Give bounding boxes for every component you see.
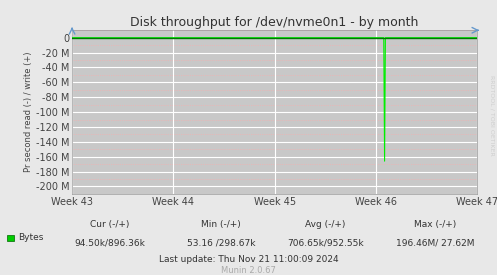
Text: Bytes: Bytes — [18, 233, 44, 242]
Text: 94.50k/896.36k: 94.50k/896.36k — [74, 239, 145, 248]
Text: RRDTOOL / TOBI OETIKER: RRDTOOL / TOBI OETIKER — [490, 75, 495, 156]
Text: 196.46M/ 27.62M: 196.46M/ 27.62M — [396, 239, 474, 248]
Text: 706.65k/952.55k: 706.65k/952.55k — [287, 239, 364, 248]
Title: Disk throughput for /dev/nvme0n1 - by month: Disk throughput for /dev/nvme0n1 - by mo… — [130, 16, 419, 29]
Text: Max (-/+): Max (-/+) — [414, 220, 456, 229]
Y-axis label: Pr second read (-) / write (+): Pr second read (-) / write (+) — [24, 52, 33, 172]
Text: Last update: Thu Nov 21 11:00:09 2024: Last update: Thu Nov 21 11:00:09 2024 — [159, 255, 338, 264]
Text: 53.16 /298.67k: 53.16 /298.67k — [187, 239, 255, 248]
Text: Min (-/+): Min (-/+) — [201, 220, 241, 229]
Text: Avg (-/+): Avg (-/+) — [305, 220, 346, 229]
Text: Cur (-/+): Cur (-/+) — [89, 220, 129, 229]
Text: Munin 2.0.67: Munin 2.0.67 — [221, 266, 276, 275]
